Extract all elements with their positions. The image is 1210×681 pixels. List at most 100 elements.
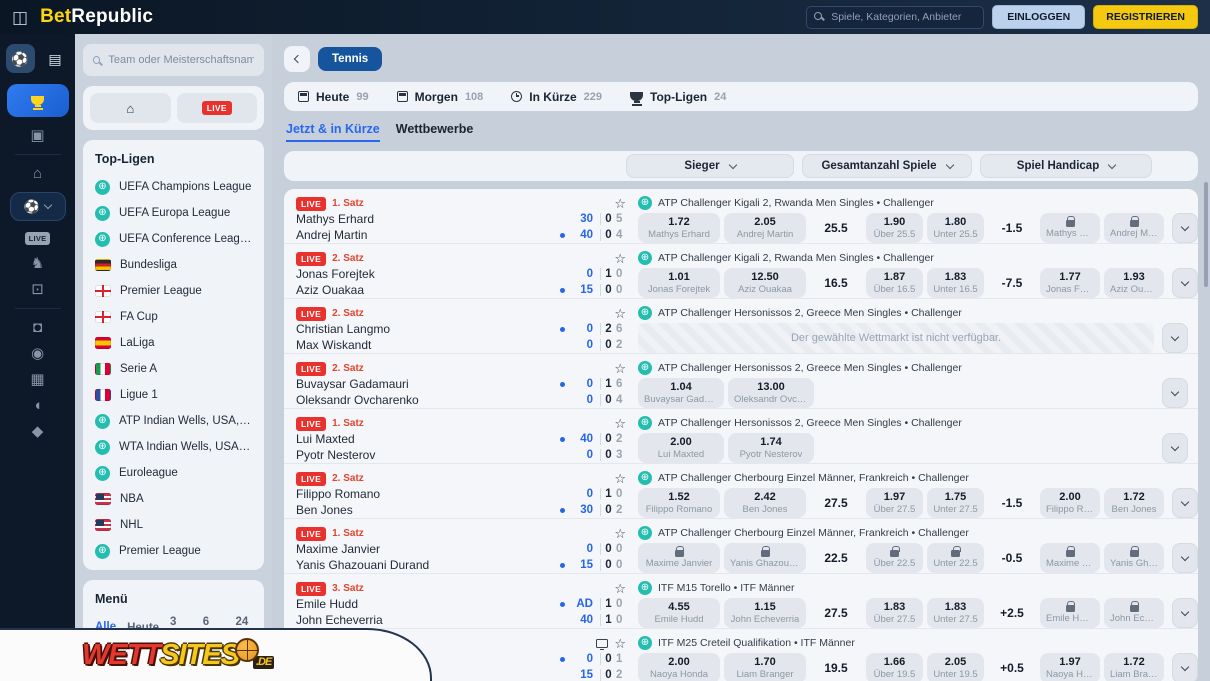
favorite-star-icon[interactable]: ☆ — [614, 361, 626, 376]
odds-over[interactable]: 1.66 Über 19.5 — [866, 653, 923, 681]
back-button[interactable] — [284, 46, 310, 72]
expand-markets-button[interactable] — [1172, 213, 1198, 243]
expand-markets-button[interactable] — [1172, 653, 1198, 681]
odds-handicap-2-locked[interactable]: Andrej Martin — [1104, 213, 1164, 243]
favorite-star-icon[interactable]: ☆ — [614, 196, 626, 211]
favorite-star-icon[interactable]: ☆ — [614, 636, 626, 651]
odds-winner-1[interactable]: 2.00 Lui Maxted — [638, 433, 724, 463]
odds-over-locked[interactable]: Über 22.5 — [866, 543, 923, 573]
odds-winner-1-locked[interactable]: Maxime Janvier — [638, 543, 720, 573]
favorite-star-icon[interactable]: ☆ — [614, 581, 626, 596]
odds-handicap-2-locked[interactable]: Yanis Ghazouani — [1104, 543, 1164, 573]
team-search-input[interactable] — [108, 54, 254, 66]
sport-chip-tennis[interactable]: Tennis — [318, 47, 383, 71]
league-name[interactable]: ITF M25 Creteil Qualifikation • ITF Männ… — [658, 637, 855, 649]
market-dropdown-handicap[interactable]: Spiel Handicap — [980, 154, 1152, 178]
vip-button[interactable]: ◆ — [32, 424, 44, 439]
favorite-star-icon[interactable]: ☆ — [614, 306, 626, 321]
sidebar-item-league[interactable]: Bundesliga — [83, 252, 264, 278]
odds-handicap-2[interactable]: 1.72 Ben Jones — [1104, 488, 1164, 518]
odds-winner-1[interactable]: 4.55 Emile Hudd — [638, 598, 720, 628]
odds-winner-2[interactable]: 2.42 Ben Jones — [724, 488, 806, 518]
global-search[interactable] — [806, 5, 985, 29]
odds-winner-1[interactable]: 1.01 Jonas Forejtek — [638, 268, 720, 298]
menu-toggle-icon[interactable]: ◫ — [12, 7, 29, 27]
stream-icon[interactable] — [596, 639, 609, 650]
match-info[interactable]: LIVE 1. Satz ☆ Mathys Erhard 30 0 5 Andrej Ma… — [296, 196, 626, 243]
horse-racing-button[interactable]: ♞ — [31, 256, 44, 271]
match-info[interactable]: LIVE 1. Satz ☆ Maxime Janvier 0 0 0 Yanis Gha… — [296, 526, 626, 573]
sidebar-item-league[interactable]: ⊕ Premier League — [83, 538, 264, 564]
tab-wettbewerbe[interactable]: Wettbewerbe — [395, 122, 474, 136]
odds-winner-2[interactable]: 1.70 Liam Branger — [724, 653, 806, 681]
home-button[interactable]: ⌂ — [33, 166, 42, 181]
filter-in-kuerze[interactable]: In Kürze 229 — [511, 90, 602, 104]
market-dropdown-sieger[interactable]: Sieger — [626, 154, 794, 178]
expand-markets-button[interactable] — [1162, 378, 1188, 408]
sidebar-item-league[interactable]: Ligue 1 — [83, 382, 264, 408]
odds-over[interactable]: 1.97 Über 27.5 — [866, 488, 923, 518]
sidebar-item-league[interactable]: ⊕ ATP Indian Wells, USA, Herren Ein... — [83, 408, 264, 434]
odds-over[interactable]: 1.83 Über 27.5 — [866, 598, 923, 628]
expand-markets-button[interactable] — [1162, 323, 1188, 353]
filter-top-ligen[interactable]: Top-Ligen 24 — [630, 90, 726, 104]
live-section-button[interactable]: LIVE — [24, 232, 51, 245]
league-name[interactable]: ATP Challenger Kigali 2, Rwanda Men Sing… — [658, 197, 934, 209]
match-info[interactable]: LIVE 2. Satz ☆ Filippo Romano 0 1 0 Ben Jones… — [296, 471, 626, 518]
leaderboard-button[interactable]: ▦ — [30, 372, 44, 387]
league-name[interactable]: ATP Challenger Hersonissos 2, Greece Men… — [658, 417, 962, 429]
market-dropdown-gesamtanzahl[interactable]: Gesamtanzahl Spiele — [802, 154, 972, 178]
odds-under[interactable]: 1.83 Unter 27.5 — [927, 598, 984, 628]
expand-markets-button[interactable] — [1172, 268, 1198, 298]
match-info[interactable]: LIVE 1. Satz ☆ Lui Maxted 40 0 2 Pyotr Nester… — [296, 416, 626, 463]
sidebar-item-league[interactable]: ⊕ UEFA Conference League — [83, 226, 264, 252]
sidebar-item-league[interactable]: NHL — [83, 512, 264, 538]
expand-markets-button[interactable] — [1172, 543, 1198, 573]
filter-heute[interactable]: Heute 99 — [298, 90, 369, 104]
expand-markets-button[interactable] — [1172, 488, 1198, 518]
expand-markets-button[interactable] — [1172, 598, 1198, 628]
odds-under[interactable]: 1.80 Unter 25.5 — [927, 213, 984, 243]
sidebar-item-league[interactable]: NBA — [83, 486, 264, 512]
odds-under[interactable]: 2.05 Unter 19.5 — [927, 653, 984, 681]
sidebar-item-league[interactable]: ⊕ UEFA Champions League — [83, 174, 264, 200]
sidebar-item-league[interactable]: LaLiga — [83, 330, 264, 356]
odds-winner-2-locked[interactable]: Yanis Ghazouani Dur — [724, 543, 806, 573]
odds-winner-2[interactable]: 12.50 Aziz Ouakaa — [724, 268, 806, 298]
sidebar-item-league[interactable]: Serie A — [83, 356, 264, 382]
odds-under-locked[interactable]: Unter 22.5 — [927, 543, 984, 573]
sidebar-item-league[interactable]: ⊕ UEFA Europa League — [83, 200, 264, 226]
filter-morgen[interactable]: Morgen 108 — [396, 90, 483, 104]
expand-markets-button[interactable] — [1162, 433, 1188, 463]
league-name[interactable]: ITF M15 Torello • ITF Männer — [658, 582, 795, 594]
match-info[interactable]: LIVE 2. Satz ☆ Jonas Forejtek 0 1 0 Aziz Ouak… — [296, 251, 626, 298]
register-button[interactable]: REGISTRIEREN — [1093, 5, 1198, 29]
team-search[interactable] — [83, 44, 264, 76]
odds-winner-2[interactable]: 1.74 Pyotr Nesterov — [728, 433, 814, 463]
odds-winner-2[interactable]: 2.05 Andrej Martin — [724, 213, 806, 243]
casino-button[interactable]: ▤ — [41, 44, 70, 73]
odds-winner-1[interactable]: 2.00 Naoya Honda — [638, 653, 720, 681]
awards-button[interactable]: ◉ — [31, 346, 44, 361]
league-name[interactable]: ATP Challenger Cherbourg Einzel Männer, … — [658, 527, 969, 539]
favorite-star-icon[interactable]: ☆ — [614, 526, 626, 541]
favorite-star-icon[interactable]: ☆ — [614, 251, 626, 266]
soccer-section-expanded[interactable]: ⚽ — [9, 192, 66, 221]
league-name[interactable]: ATP Challenger Cherbourg Einzel Männer, … — [658, 472, 969, 484]
promotions-button[interactable]: ▣ — [30, 128, 44, 143]
scrollbar-thumb[interactable] — [1204, 182, 1208, 287]
odds-handicap-1-locked[interactable]: Mathys Erhard — [1040, 213, 1100, 243]
esports-button[interactable]: ◖ — [33, 398, 42, 413]
live-quick-button[interactable]: LIVE — [176, 93, 257, 123]
login-button[interactable]: EINLOGGEN — [992, 5, 1086, 29]
odds-winner-1[interactable]: 1.52 Filippo Romano — [638, 488, 720, 518]
match-info[interactable]: LIVE 2. Satz ☆ Buvaysar Gadamauri 0 1 6 Oleks… — [296, 361, 626, 408]
league-name[interactable]: ATP Challenger Hersonissos 2, Greece Men… — [658, 362, 962, 374]
virtual-sports-button[interactable]: ⊡ — [31, 282, 44, 297]
